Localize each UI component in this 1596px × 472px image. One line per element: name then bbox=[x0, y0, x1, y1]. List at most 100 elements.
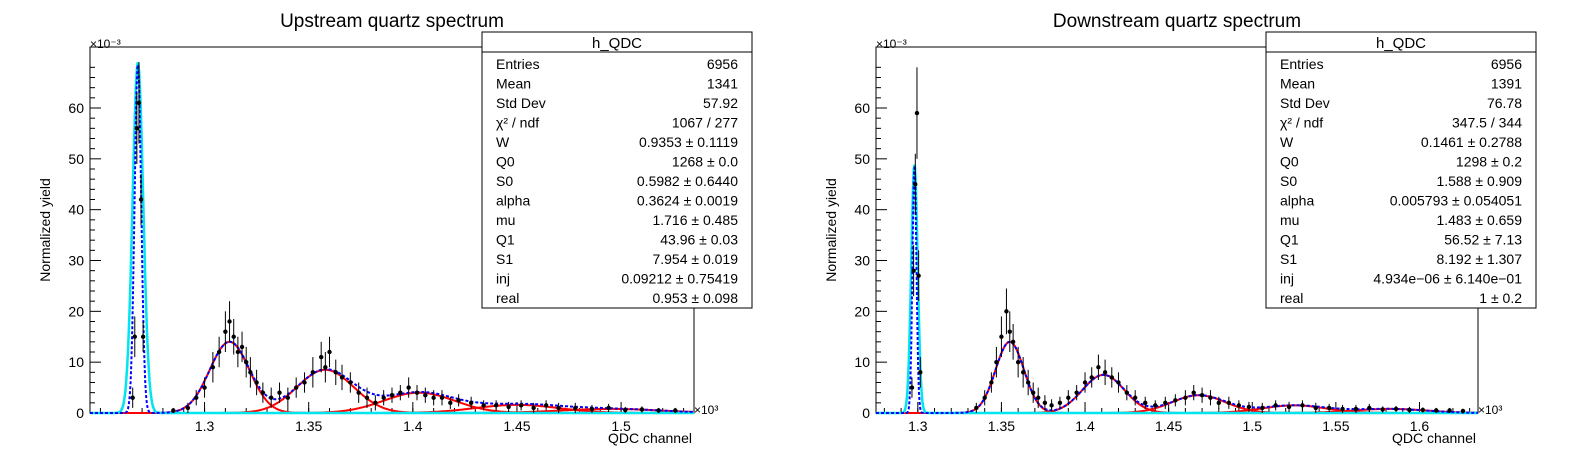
stats-row-value: 43.96 ± 0.03 bbox=[660, 232, 738, 248]
data-point bbox=[911, 268, 916, 273]
stats-row-key: Q0 bbox=[496, 153, 515, 169]
stats-row-value: 1.483 ± 0.659 bbox=[1436, 212, 1522, 228]
stats-row-value: 8.192 ± 1.307 bbox=[1436, 251, 1522, 267]
data-point bbox=[431, 395, 436, 400]
stats-box: h_QDC Entries 6956 Mean 1341 Std Dev 57.92 χ² /… bbox=[481, 31, 753, 309]
data-point bbox=[260, 390, 266, 395]
data-point bbox=[916, 273, 921, 278]
data-point bbox=[1096, 365, 1101, 370]
x-tick-label: 1.35 bbox=[295, 418, 322, 434]
x-tick-label: 1.5 bbox=[1243, 418, 1263, 434]
peak-fit-curve bbox=[876, 373, 1478, 414]
data-point bbox=[1030, 390, 1036, 395]
stats-row-value: 56.52 ± 7.13 bbox=[1444, 232, 1522, 248]
data-point bbox=[1286, 404, 1292, 410]
stats-row-key: Q0 bbox=[1280, 153, 1299, 169]
data-point bbox=[293, 385, 299, 390]
x-axis-label: QDC channel bbox=[1392, 430, 1476, 446]
data-point bbox=[448, 400, 453, 406]
data-point bbox=[1049, 403, 1054, 408]
data-point bbox=[364, 395, 370, 400]
data-point bbox=[339, 375, 345, 380]
x-axis-label: QDC channel bbox=[608, 430, 692, 446]
data-point bbox=[1163, 400, 1168, 406]
stats-row-value: 4.934e−06 ± 6.140e−01 bbox=[1373, 271, 1522, 287]
y-tick-label: 0 bbox=[862, 405, 870, 421]
stats-box: h_QDC Entries 6956 Mean 1391 Std Dev 76.78 χ² /… bbox=[1265, 31, 1537, 309]
stats-row-key: inj bbox=[496, 271, 510, 287]
x-tick-label: 1.3 bbox=[908, 418, 928, 434]
data-point bbox=[1208, 395, 1213, 400]
x-tick-label: 1.45 bbox=[503, 418, 530, 434]
data-point bbox=[406, 385, 411, 390]
x-tick-label: 1.55 bbox=[1322, 418, 1349, 434]
y-tick-label: 50 bbox=[854, 151, 870, 167]
stats-row-value: 1 ± 0.2 bbox=[1479, 290, 1522, 306]
stats-row-key: real bbox=[1280, 290, 1303, 306]
stats-row-key: χ² / ndf bbox=[1280, 114, 1323, 130]
data-point bbox=[1007, 329, 1012, 334]
data-point bbox=[1393, 406, 1399, 412]
data-point bbox=[1066, 395, 1071, 400]
stats-row-key: mu bbox=[1280, 212, 1299, 228]
data-point bbox=[1183, 395, 1188, 400]
data-point bbox=[231, 334, 236, 339]
data-point bbox=[138, 197, 144, 202]
data-points bbox=[130, 62, 678, 413]
data-point bbox=[974, 405, 979, 411]
y-tick-label: 10 bbox=[854, 354, 870, 370]
data-point bbox=[1102, 370, 1108, 375]
stats-row-key: real bbox=[496, 290, 519, 306]
data-point bbox=[389, 393, 395, 398]
stats-row-value: 1.588 ± 0.909 bbox=[1436, 173, 1522, 189]
data-point bbox=[239, 344, 245, 350]
stats-row-value: 0.9353 ± 0.1119 bbox=[639, 134, 738, 150]
data-point bbox=[556, 405, 561, 411]
data-point bbox=[1109, 375, 1114, 380]
data-point bbox=[269, 395, 274, 400]
stats-row-key: χ² / ndf bbox=[496, 114, 539, 130]
x-multiplier-label: ×10³ bbox=[694, 403, 718, 417]
peak-fit-curve bbox=[876, 394, 1478, 414]
data-points bbox=[909, 67, 1466, 414]
data-point bbox=[1042, 400, 1048, 406]
stats-row-value: 0.1461 ± 0.2788 bbox=[1421, 134, 1522, 150]
stats-row-value: 0.953 ± 0.098 bbox=[652, 290, 738, 306]
data-point bbox=[1300, 403, 1305, 408]
data-point bbox=[1010, 339, 1016, 345]
stats-row-value: 76.78 bbox=[1487, 95, 1522, 111]
data-point bbox=[1313, 405, 1318, 411]
y-tick-label: 20 bbox=[68, 303, 84, 319]
data-point bbox=[543, 403, 549, 408]
pedestal-curve bbox=[90, 61, 694, 415]
y-tick-label: 30 bbox=[854, 253, 870, 269]
stats-row-key: alpha bbox=[1280, 193, 1314, 209]
data-point bbox=[1025, 380, 1031, 385]
data-point bbox=[518, 403, 524, 408]
data-point bbox=[1326, 405, 1332, 411]
data-point bbox=[310, 370, 316, 375]
data-point bbox=[1089, 375, 1094, 380]
y-axis-ticks: 0 10 20 30 40 50 60 bbox=[68, 66, 101, 421]
data-point bbox=[194, 395, 199, 400]
y-tick-label: 0 bbox=[76, 405, 84, 421]
data-point bbox=[285, 395, 291, 400]
stats-row-key: mu bbox=[496, 212, 515, 228]
data-point bbox=[1074, 390, 1079, 395]
data-point bbox=[134, 126, 140, 131]
stats-row-value: 1268 ± 0.0 bbox=[672, 153, 738, 169]
y-multiplier-label: ×10⁻³ bbox=[90, 37, 121, 51]
data-point bbox=[1260, 405, 1265, 411]
y-tick-label: 20 bbox=[854, 303, 870, 319]
data-point bbox=[589, 406, 595, 412]
data-point bbox=[531, 405, 536, 411]
x-multiplier-label: ×10³ bbox=[1478, 403, 1502, 417]
data-point bbox=[1004, 309, 1009, 314]
stats-row-value: 0.5982 ± 0.6440 bbox=[637, 173, 738, 189]
data-point bbox=[414, 390, 420, 395]
data-point bbox=[1036, 395, 1041, 400]
peak-fit-curve bbox=[876, 340, 1478, 414]
data-point bbox=[1173, 398, 1178, 403]
stats-row-value: 1067 / 277 bbox=[672, 114, 738, 130]
